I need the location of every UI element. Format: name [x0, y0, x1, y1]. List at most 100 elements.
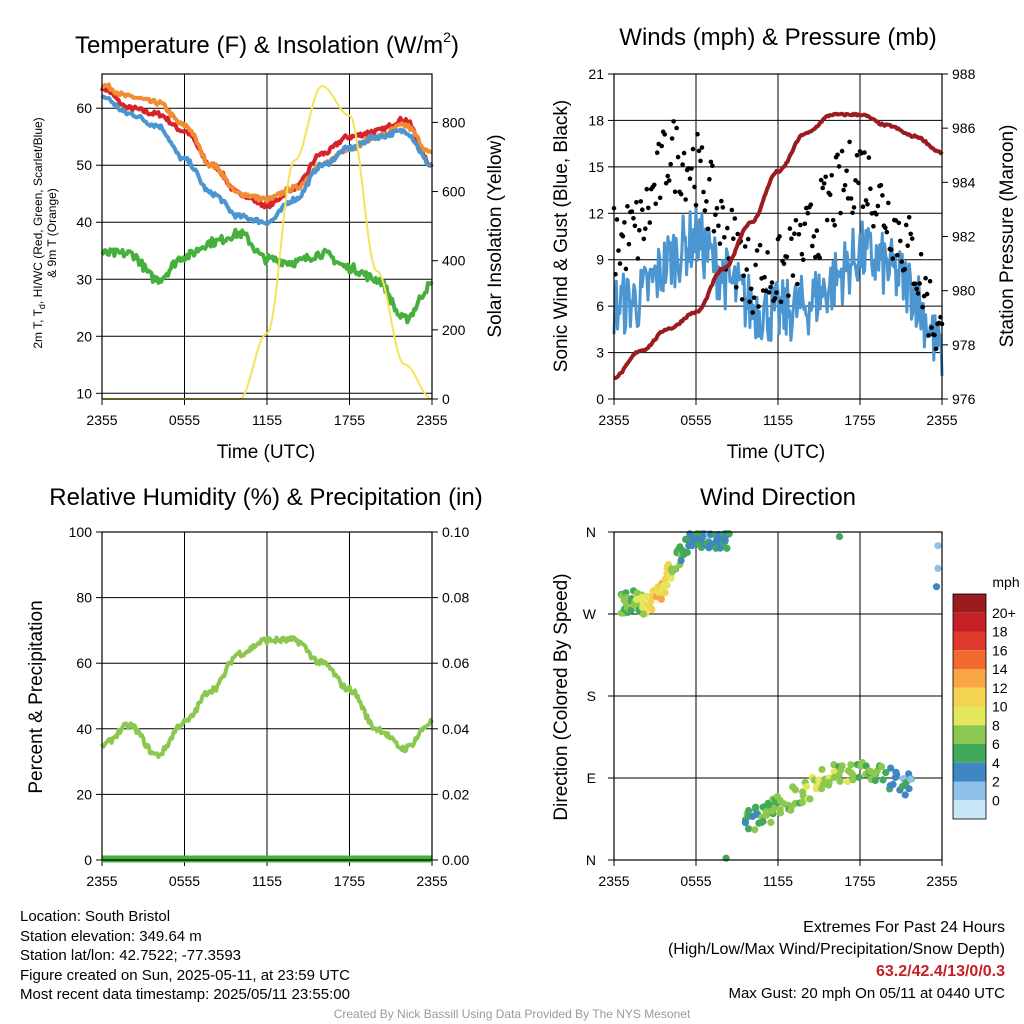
- dir-point: [847, 761, 855, 769]
- rh-xtick-label: 1755: [334, 873, 365, 889]
- wind-gust-point: [671, 119, 676, 124]
- wind-gust-point: [906, 215, 912, 220]
- temp-ytick-label: 60: [76, 100, 92, 116]
- dir-point: [661, 589, 669, 597]
- wind-gust-point: [762, 274, 767, 280]
- wind-gust-point: [818, 177, 824, 183]
- rh-ytick-label: 60: [76, 655, 92, 671]
- legend-swatch: [953, 594, 986, 613]
- wind-gust-point: [669, 136, 675, 141]
- wind-gust-point: [707, 176, 712, 182]
- wind-xtick-label: 0555: [680, 412, 711, 428]
- wind-panel-title: Winds (mph) & Pressure (mb): [619, 24, 936, 51]
- temp-ytick-label: 10: [76, 385, 92, 401]
- wind-xlabel: Time (UTC): [727, 442, 826, 463]
- wind-gust-point: [832, 223, 837, 228]
- dir-point: [802, 783, 811, 791]
- dir-ytick-label: W: [583, 606, 597, 622]
- legend-swatch: [953, 612, 986, 632]
- extremes-title: Extremes For Past 24 Hours: [803, 919, 1005, 936]
- wind-gust-point: [808, 202, 814, 207]
- dir-ytick-label: S: [587, 688, 596, 704]
- wind-ytick-label: 6: [596, 298, 604, 314]
- wind-gust-point: [799, 251, 805, 257]
- wind-gust-point: [701, 189, 706, 195]
- temp-series-line: [100, 227, 434, 325]
- wind-gust-point: [616, 248, 621, 253]
- dir-point: [887, 764, 895, 772]
- extremes-block: Extremes For Past 24 Hours (High/Low/Max…: [668, 917, 1005, 1005]
- wind-gust-point: [735, 231, 740, 237]
- dir-xtick-label: 1755: [844, 873, 875, 889]
- wind-gust-point: [708, 159, 714, 165]
- wind-gust-point: [768, 284, 773, 290]
- dir-point: [836, 777, 844, 785]
- wind-gust-point: [884, 229, 890, 235]
- wind-gust-point: [926, 333, 931, 338]
- wind-gust-point: [914, 286, 919, 292]
- rh-y2tick-label: 0.08: [442, 590, 469, 606]
- wind-gust-point: [793, 218, 799, 223]
- extremes-values: 63.2/42.4/13/0/0.3: [876, 963, 1005, 980]
- station-latlon: Station lat/lon: 42.7522; -77.3593: [20, 947, 242, 964]
- wind-gust-point: [687, 176, 693, 181]
- dir-point: [838, 762, 846, 770]
- wind-gust-point: [796, 232, 802, 237]
- wind-gust-point: [924, 291, 930, 297]
- wind-gust-point: [839, 148, 845, 154]
- dir-point: [791, 786, 800, 794]
- wind-gust-point: [899, 259, 904, 264]
- rh-y2tick-label: 0.04: [442, 721, 469, 737]
- dir-point: [798, 798, 807, 807]
- recent-timestamp: Most recent data timestamp: 2025/05/11 2…: [20, 986, 350, 1003]
- wind-gust-point: [742, 244, 748, 249]
- dir-point: [825, 778, 833, 786]
- wind-gust-point: [680, 162, 685, 167]
- wind-gust-point: [795, 281, 800, 287]
- dir-point: [877, 763, 886, 771]
- wind-gust-point: [668, 161, 673, 167]
- wind-gust-point: [634, 200, 639, 205]
- legend-label: 14: [992, 661, 1008, 677]
- rh-xtick-label: 1155: [252, 873, 282, 889]
- legend-label: 0: [992, 792, 1000, 808]
- dir-point: [643, 592, 651, 600]
- wind-gust-point: [638, 199, 644, 204]
- rh-y2tick-label: 0.00: [442, 852, 469, 868]
- wind-gust-point: [750, 310, 755, 315]
- wind-gust-point: [711, 229, 717, 234]
- wind-gust-point: [865, 202, 870, 207]
- wind-gust-point: [878, 182, 884, 188]
- dir-point: [932, 583, 941, 591]
- station-location: Location: South Bristol: [20, 908, 171, 925]
- dir-point: [907, 775, 915, 783]
- wind-ytick-label: 0: [596, 391, 604, 407]
- temp-border: [101, 73, 433, 400]
- temp-y2tick-label: 0: [442, 391, 450, 407]
- wind-gust-point: [704, 199, 709, 204]
- wind-gust-point: [784, 254, 790, 260]
- rh-ytick-label: 80: [76, 590, 92, 606]
- extremes-subtitle: (High/Low/Max Wind/Precipitation/Snow De…: [667, 941, 1005, 958]
- rh-ytick-label: 40: [76, 721, 92, 737]
- wind-gust-point: [903, 222, 909, 228]
- wind-gust-point: [850, 210, 855, 216]
- wind-ytick-label: 9: [596, 252, 604, 268]
- temp-xtick-label: 2355: [416, 412, 447, 428]
- wind-pressure-line: [613, 111, 944, 381]
- wind-gust-point: [713, 212, 718, 217]
- wind-gust-point: [754, 248, 760, 253]
- temp-series-line: [100, 84, 434, 210]
- legend-label: 6: [992, 736, 1000, 752]
- temp-ytick-label: 20: [76, 328, 92, 344]
- wind-gust-point: [766, 290, 772, 295]
- wind-gust-point: [716, 223, 721, 229]
- wind-gust-point: [851, 205, 857, 210]
- wind-y2label: Station Pressure (Maroon): [997, 125, 1018, 348]
- dir-point: [871, 776, 879, 785]
- wind-gust-point: [866, 155, 872, 160]
- wind-gust-point: [692, 184, 697, 190]
- wind-gust-point: [927, 278, 933, 284]
- temp-ytick-label: 50: [76, 157, 92, 173]
- dir-point: [846, 768, 855, 776]
